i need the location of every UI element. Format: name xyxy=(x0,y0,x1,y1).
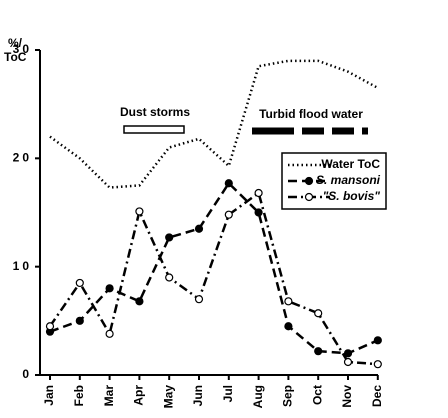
data-point xyxy=(105,329,114,338)
series-line xyxy=(48,190,378,366)
y-tick-label: 0 xyxy=(22,367,32,381)
legend-label: S. mansoni xyxy=(316,173,381,187)
data-point xyxy=(343,357,353,367)
data-point xyxy=(284,297,293,306)
x-tick-label: Jun xyxy=(191,385,205,406)
y-tick-label: 20 xyxy=(13,151,32,165)
series-line xyxy=(49,181,379,355)
data-point xyxy=(194,224,204,233)
x-tick-label: Sep xyxy=(281,385,295,407)
data-point xyxy=(165,273,174,282)
data-point xyxy=(284,322,293,331)
data-point xyxy=(135,207,144,216)
x-tick-label: Jan xyxy=(42,385,56,406)
series-line xyxy=(49,59,379,189)
legend xyxy=(281,152,387,210)
y-tick-label: 30 xyxy=(13,42,32,56)
x-tick-label: Jul xyxy=(221,385,235,402)
legend-marker xyxy=(304,192,314,202)
x-tick-label: Feb xyxy=(72,385,86,406)
annotation: Dust storms xyxy=(120,105,190,119)
data-point xyxy=(254,208,263,217)
data-point xyxy=(314,309,323,318)
data-point xyxy=(373,360,382,369)
x-tick-label: Nov xyxy=(340,385,354,408)
data-point xyxy=(165,233,174,242)
data-point xyxy=(343,349,353,358)
x-tick-label: May xyxy=(161,385,175,409)
y-axis-label: ToC xyxy=(4,50,27,64)
x-tick-label: Mar xyxy=(102,385,116,407)
y-tick-label: 10 xyxy=(13,259,32,273)
data-point xyxy=(105,284,114,293)
x-tick-label: Oct xyxy=(310,385,324,405)
annotation: Turbid flood water xyxy=(259,107,363,121)
data-point xyxy=(45,322,55,331)
data-point xyxy=(75,278,84,288)
data-point xyxy=(314,347,323,356)
data-point xyxy=(224,179,233,188)
dust-storm-bar xyxy=(123,125,185,134)
y-axis-label: %/ xyxy=(8,36,23,50)
data-point xyxy=(75,316,84,325)
legend-label: Water ToC xyxy=(321,157,380,171)
data-point xyxy=(224,210,233,219)
legend-marker xyxy=(304,176,314,186)
data-point xyxy=(373,336,382,345)
x-tick-label: Apr xyxy=(132,385,146,406)
data-point xyxy=(135,297,144,306)
legend-label: "S. bovis" xyxy=(323,189,381,203)
x-tick-label: Dec xyxy=(370,385,384,407)
x-tick-label: Aug xyxy=(251,385,265,408)
data-point xyxy=(254,188,263,198)
data-point xyxy=(194,295,204,304)
